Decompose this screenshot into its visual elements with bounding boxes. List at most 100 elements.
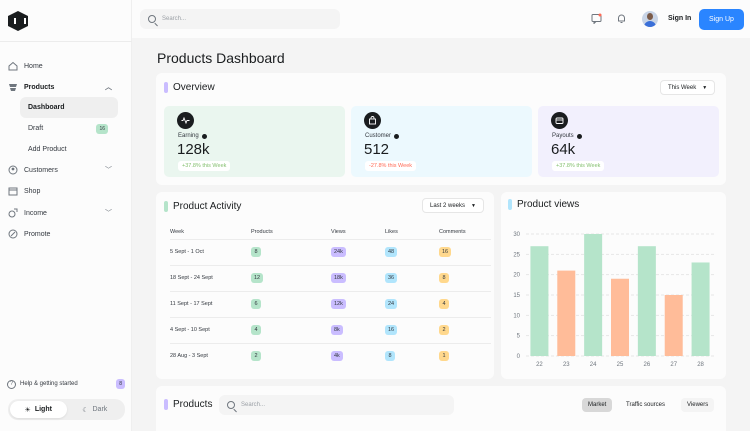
table-row[interactable]: 5 Sept - 1 Oct 8 24k 48 16	[170, 238, 491, 265]
activity-title-text: Product Activity	[173, 201, 242, 212]
sign-in-link[interactable]: Sign In	[668, 15, 692, 22]
sidebar-subitem-draft[interactable]: Draft 16	[20, 118, 118, 139]
views-tag: 18k	[331, 273, 346, 283]
products-tag: 12	[251, 273, 264, 283]
likes-tag: 16	[385, 325, 398, 335]
products-tag: 2	[251, 351, 261, 362]
tab-market[interactable]: Market	[582, 398, 613, 412]
products-search-input[interactable]: Search...	[219, 395, 454, 415]
views-tag: 4k	[331, 351, 343, 362]
sidebar: Home Products ︿ Dashboard Draft 16 Add P…	[0, 0, 132, 431]
home-icon	[8, 61, 18, 71]
sign-up-button[interactable]: Sign Up	[699, 9, 744, 30]
search-icon-wrap	[227, 401, 241, 409]
stat-card-customer[interactable]: Customer 512 -27.8% this Week	[351, 106, 532, 177]
products-tag: 4	[251, 325, 261, 335]
sidebar-item-label: Home	[24, 62, 43, 70]
chevron-down-icon[interactable]: ﹀	[105, 210, 112, 217]
comments-tag: 4	[439, 299, 449, 309]
help-link[interactable]: ? Help & getting started 8	[7, 377, 125, 391]
activity-period-select[interactable]: Last 2 weeks ▼	[422, 198, 484, 213]
sidebar-item-home[interactable]: Home	[8, 57, 43, 75]
column-header: Likes	[385, 229, 398, 236]
caret-down-icon: ▼	[471, 202, 476, 209]
products-tag: 8	[251, 247, 261, 257]
moon-icon: ☾	[82, 406, 89, 414]
bar-24[interactable]	[584, 234, 603, 356]
x-tick-label: 22	[536, 362, 543, 368]
tab-traffic-sources[interactable]: Traffic sources	[626, 402, 666, 408]
likes-tag: 24	[385, 299, 398, 309]
bar-28[interactable]	[691, 262, 710, 356]
y-tick-label: 30	[513, 232, 520, 238]
bar-23[interactable]	[557, 270, 576, 356]
tab-viewers[interactable]: Viewers	[681, 398, 715, 412]
help-count-badge: 8	[116, 379, 125, 389]
table-row[interactable]: 28 Aug - 3 Sept 2 4k 8 1	[170, 342, 491, 369]
y-tick-label: 25	[513, 252, 520, 258]
info-icon[interactable]	[576, 133, 582, 139]
sidebar-item-promote[interactable]: Promote	[8, 225, 50, 243]
logo-icon[interactable]	[8, 11, 28, 31]
x-tick-label: 25	[617, 362, 624, 368]
title-accent	[164, 399, 168, 410]
stat-label-text: Earning	[178, 133, 199, 139]
stat-label: Customer	[365, 133, 400, 139]
column-header: Products	[251, 229, 273, 236]
likes-tag: 8	[385, 351, 395, 362]
table-row[interactable]: 18 Sept - 24 Sept 12 18k 36 8	[170, 264, 491, 291]
product-views-title: Product views	[508, 199, 579, 210]
avatar[interactable]	[642, 11, 658, 27]
product-views-title-text: Product views	[517, 199, 580, 210]
overview-title: Overview	[164, 82, 215, 93]
title-accent	[164, 201, 168, 212]
stat-change: -27.8% this Week	[365, 161, 417, 171]
theme-light-button[interactable]: ☀ Light	[10, 401, 67, 418]
bar-25[interactable]	[611, 278, 629, 356]
products-title: Products	[164, 399, 212, 410]
sidebar-item-label: Promote	[24, 230, 51, 238]
sidebar-item-products[interactable]: Products ︿	[8, 78, 112, 96]
sidebar-subitem-label: Dashboard	[28, 104, 65, 111]
stat-label: Payouts	[552, 133, 582, 139]
week-cell: 5 Sept - 1 Oct	[170, 238, 251, 265]
sidebar-item-income[interactable]: Income ﹀	[8, 204, 112, 222]
info-icon[interactable]	[201, 133, 207, 139]
search-input[interactable]: Search...	[140, 9, 340, 29]
theme-dark-button[interactable]: ☾ Dark	[67, 401, 124, 418]
sidebar-subitem-dashboard[interactable]: Dashboard	[20, 97, 118, 118]
stat-change: +37.8% this Week	[178, 161, 231, 171]
likes-tag: 36	[385, 273, 398, 283]
views-tag: 8k	[331, 325, 343, 335]
theme-toggle[interactable]: ☀ Light ☾ Dark	[8, 399, 125, 420]
table-row[interactable]: 4 Sept - 10 Sept 4 8k 16 2	[170, 316, 491, 343]
message-icon[interactable]	[591, 13, 602, 27]
user-circle-icon	[8, 165, 18, 175]
comments-tag: 1	[439, 351, 449, 362]
bar-26[interactable]	[637, 246, 656, 356]
stat-card-earning[interactable]: Earning 128k +37.8% this Week	[164, 106, 345, 177]
period-value: This Week	[668, 84, 697, 91]
product-activity-title: Product Activity	[164, 201, 241, 212]
sidebar-item-customers[interactable]: Customers ﹀	[8, 161, 112, 179]
title-accent	[508, 199, 512, 210]
chevron-up-icon[interactable]: ︿	[105, 84, 112, 91]
week-cell: 28 Aug - 3 Sept	[170, 342, 251, 369]
table-header-row: Week Products Views Likes Comments	[170, 226, 491, 239]
bar-22[interactable]	[530, 246, 549, 356]
income-icon	[8, 208, 18, 218]
chevron-down-icon[interactable]: ﹀	[105, 167, 112, 174]
activity-table: Week Products Views Likes Comments 5 Sep…	[170, 226, 491, 369]
sidebar-subitem-add-product[interactable]: Add Product	[20, 139, 118, 160]
overview-period-select[interactable]: This Week ▼	[660, 80, 716, 95]
search-icon	[227, 401, 235, 409]
info-icon[interactable]	[394, 133, 400, 139]
table-row[interactable]: 11 Sept - 17 Sept 6 12k 24 4	[170, 290, 491, 317]
bell-icon[interactable]	[616, 13, 627, 27]
bar-27[interactable]	[664, 295, 683, 356]
comments-tag: 16	[439, 247, 452, 257]
week-cell: 4 Sept - 10 Sept	[170, 316, 251, 343]
sidebar-item-shop[interactable]: Shop	[8, 182, 40, 200]
theme-light-label: Light	[34, 406, 52, 413]
stat-card-payouts[interactable]: Payouts 64k +37.8% this Week	[538, 106, 719, 177]
